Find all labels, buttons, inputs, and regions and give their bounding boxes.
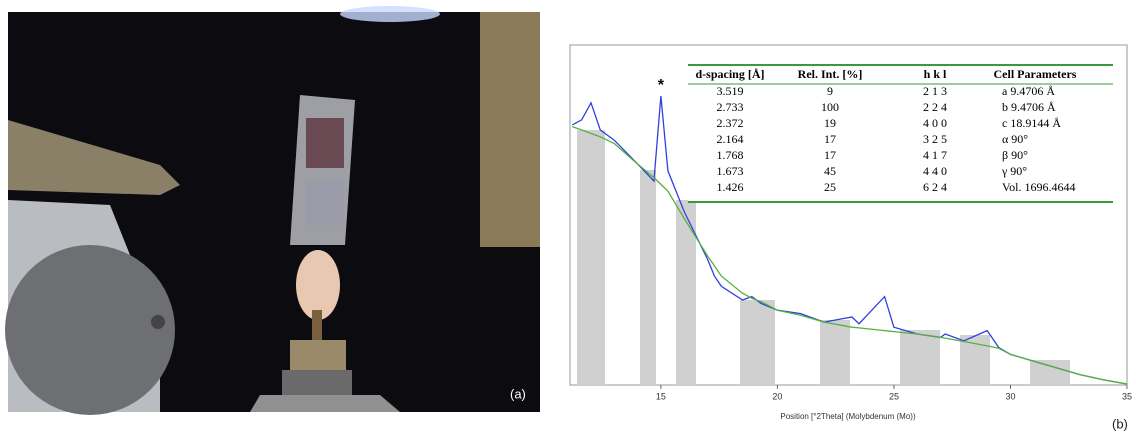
- peak-annotation: *: [658, 77, 665, 94]
- pattern-line: [572, 125, 1128, 385]
- table-cell: β 90°: [1002, 148, 1028, 162]
- table-cell: 100: [821, 100, 839, 114]
- table-cell: 1.768: [717, 148, 744, 162]
- table-cell: γ 90°: [1001, 164, 1027, 178]
- table-cell: 6 2 4: [923, 180, 947, 194]
- table-header: Cell Parameters: [994, 67, 1077, 81]
- table-header: d-spacing [Å]: [695, 67, 764, 81]
- table-cell: 3 2 5: [923, 132, 947, 146]
- table-cell: 9: [827, 84, 833, 98]
- table-cell: 17: [824, 148, 836, 162]
- marker-bands: [577, 130, 1070, 385]
- table-header: Rel. Int. [%]: [798, 67, 863, 81]
- panel-label: (a): [510, 386, 526, 401]
- table-cell: 45: [824, 164, 836, 178]
- x-tick-label: 20: [772, 391, 782, 401]
- table-cell: 4 1 7: [923, 148, 947, 162]
- table-cell: 4 4 0: [923, 164, 947, 178]
- table-cell: a 9.4706 Å: [1002, 84, 1055, 98]
- table-cell: 2 1 3: [923, 84, 947, 98]
- table-cell: c 18.9144 Å: [1002, 116, 1061, 130]
- table-cell: b 9.4706 Å: [1002, 100, 1056, 114]
- table: d-spacing [Å] Rel. Int. [%] h k l Cell Para…: [688, 63, 1113, 203]
- photo: [5, 6, 540, 415]
- table-cell: 1.426: [717, 180, 744, 194]
- table-cell: 3.519: [717, 84, 744, 98]
- x-tick-label: 25: [889, 391, 899, 401]
- table-cell: 2.733: [717, 100, 744, 114]
- x-tick-label: 35: [1122, 391, 1132, 401]
- table-cell: α 90°: [1002, 132, 1028, 146]
- table-cell: 2.164: [717, 132, 744, 146]
- table-cell: 2.372: [717, 116, 744, 130]
- table-cell: 17: [824, 132, 836, 146]
- table-cell: 25: [824, 180, 836, 194]
- table-header: h k l: [924, 67, 947, 81]
- x-tick-label: 30: [1005, 391, 1015, 401]
- x-axis-label: Position [°2Theta] (Molybdenum (Mo)): [780, 412, 916, 421]
- x-tick-label: 15: [656, 391, 666, 401]
- table-cell: Vol. 1696.4644: [1002, 180, 1075, 194]
- panel-label: (b): [1112, 416, 1128, 431]
- table-cell: 19: [824, 116, 836, 130]
- table-cell: 1.673: [717, 164, 744, 178]
- table-cell: 2 2 4: [923, 100, 947, 114]
- table-cell: 4 0 0: [923, 116, 947, 130]
